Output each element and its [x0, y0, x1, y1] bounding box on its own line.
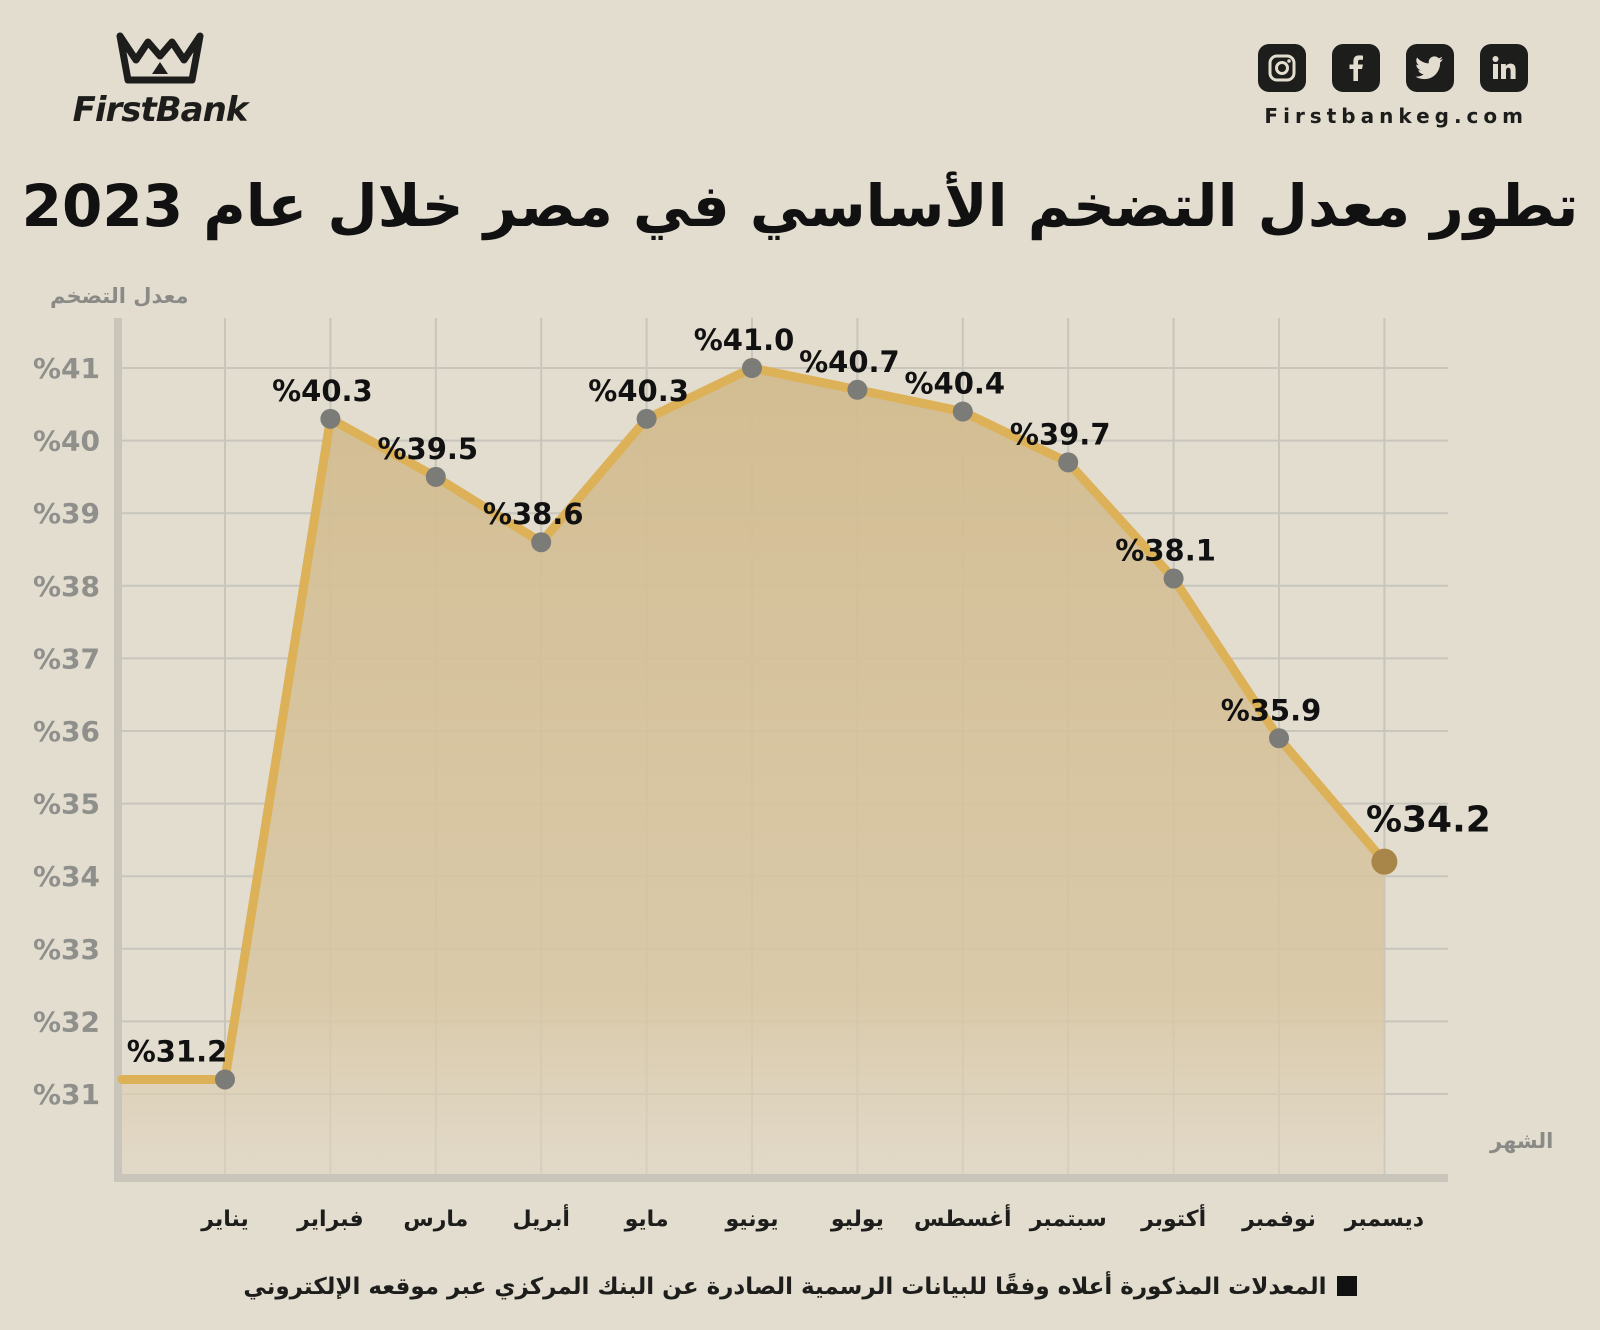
bullet-square-icon	[1336, 1276, 1357, 1296]
data-label: %34.2	[1366, 800, 1491, 841]
data-point	[320, 408, 341, 429]
y-tick-label: %39	[33, 497, 100, 530]
footnote: المعدلات المذكورة أعلاه وفقًا للبيانات ا…	[0, 1274, 1600, 1300]
data-label: %38.1	[1115, 534, 1216, 568]
firstbank-logo: FirstBank	[70, 28, 250, 130]
y-tick-label: %38	[33, 570, 100, 603]
data-label: %40.4	[904, 367, 1005, 401]
x-tick-label: يوليو	[830, 1207, 884, 1232]
data-point	[742, 358, 762, 378]
linkedin-icon[interactable]	[1480, 44, 1528, 92]
data-label: %39.7	[1010, 417, 1111, 451]
y-tick-label: %36	[33, 715, 100, 748]
data-point	[847, 379, 868, 400]
y-tick-label: %31	[33, 1078, 100, 1111]
y-tick-label: %32	[33, 1005, 100, 1038]
x-tick-label: سبتمبر	[1029, 1207, 1107, 1232]
axis-layer	[114, 318, 1448, 1182]
y-axis-line	[114, 318, 122, 1182]
x-tick-label: أبريل	[513, 1203, 570, 1232]
area-fill	[122, 368, 1385, 1174]
x-tick-label: ديسمبر	[1344, 1207, 1424, 1232]
data-point	[531, 532, 552, 553]
social-links	[1258, 44, 1528, 92]
data-point	[1269, 728, 1289, 749]
data-label: %40.3	[272, 374, 373, 408]
data-label: %39.5	[377, 432, 478, 466]
data-point	[1058, 452, 1079, 473]
brand-name: FirstBank	[72, 90, 249, 130]
data-point	[425, 466, 446, 487]
area-layer	[122, 368, 1385, 1174]
data-label: %35.9	[1221, 693, 1322, 727]
y-tick-label: %34	[33, 860, 100, 893]
x-tick-label: مارس	[403, 1207, 468, 1232]
data-label: %41.0	[694, 323, 795, 357]
footnote-text: المعدلات المذكورة أعلاه وفقًا للبيانات ا…	[243, 1274, 1327, 1300]
x-axis-title: الشهر	[1489, 1129, 1553, 1153]
y-tick-label: %37	[33, 642, 100, 675]
x-tick-label: مايو	[624, 1207, 669, 1232]
x-tick-label: أغسطس	[914, 1203, 1012, 1232]
data-point	[636, 408, 657, 429]
data-point	[215, 1069, 235, 1090]
marker-layer	[215, 358, 1398, 1090]
data-point	[1163, 568, 1184, 589]
x-tick-label: أكتوبر	[1140, 1203, 1206, 1232]
data-label: %31.2	[127, 1034, 228, 1068]
y-tick-label: %35	[33, 788, 100, 821]
website-url[interactable]: Firstbankeg.com	[1264, 104, 1528, 128]
data-label: %40.3	[588, 374, 689, 408]
data-point	[952, 401, 973, 422]
x-tick-label: نوفمبر	[1241, 1207, 1316, 1232]
twitter-icon[interactable]	[1406, 44, 1454, 92]
crown-icon	[116, 32, 204, 84]
data-label: %40.7	[799, 345, 900, 379]
x-tick-label: يناير	[200, 1207, 248, 1232]
y-tick-label: %33	[33, 933, 100, 966]
y-tick-label: %40	[33, 425, 100, 458]
x-axis-line	[114, 1174, 1448, 1182]
instagram-icon[interactable]	[1258, 44, 1306, 92]
y-tick-label: %41	[33, 352, 100, 385]
data-label: %38.6	[483, 497, 584, 531]
y-axis-title: معدل التضخم	[50, 284, 189, 308]
label-layer: %31 %32 %33 %34 %35 %36 %37 %38 %39 %40 %41 %31.2 %4…	[33, 323, 1491, 1232]
data-point	[1371, 848, 1398, 875]
page-title: تطور معدل التضخم الأساسي في مصر خلال عام…	[21, 172, 1579, 240]
facebook-icon[interactable]	[1332, 44, 1380, 92]
x-tick-label: فبراير	[296, 1207, 364, 1232]
x-tick-label: يونيو	[724, 1207, 778, 1232]
